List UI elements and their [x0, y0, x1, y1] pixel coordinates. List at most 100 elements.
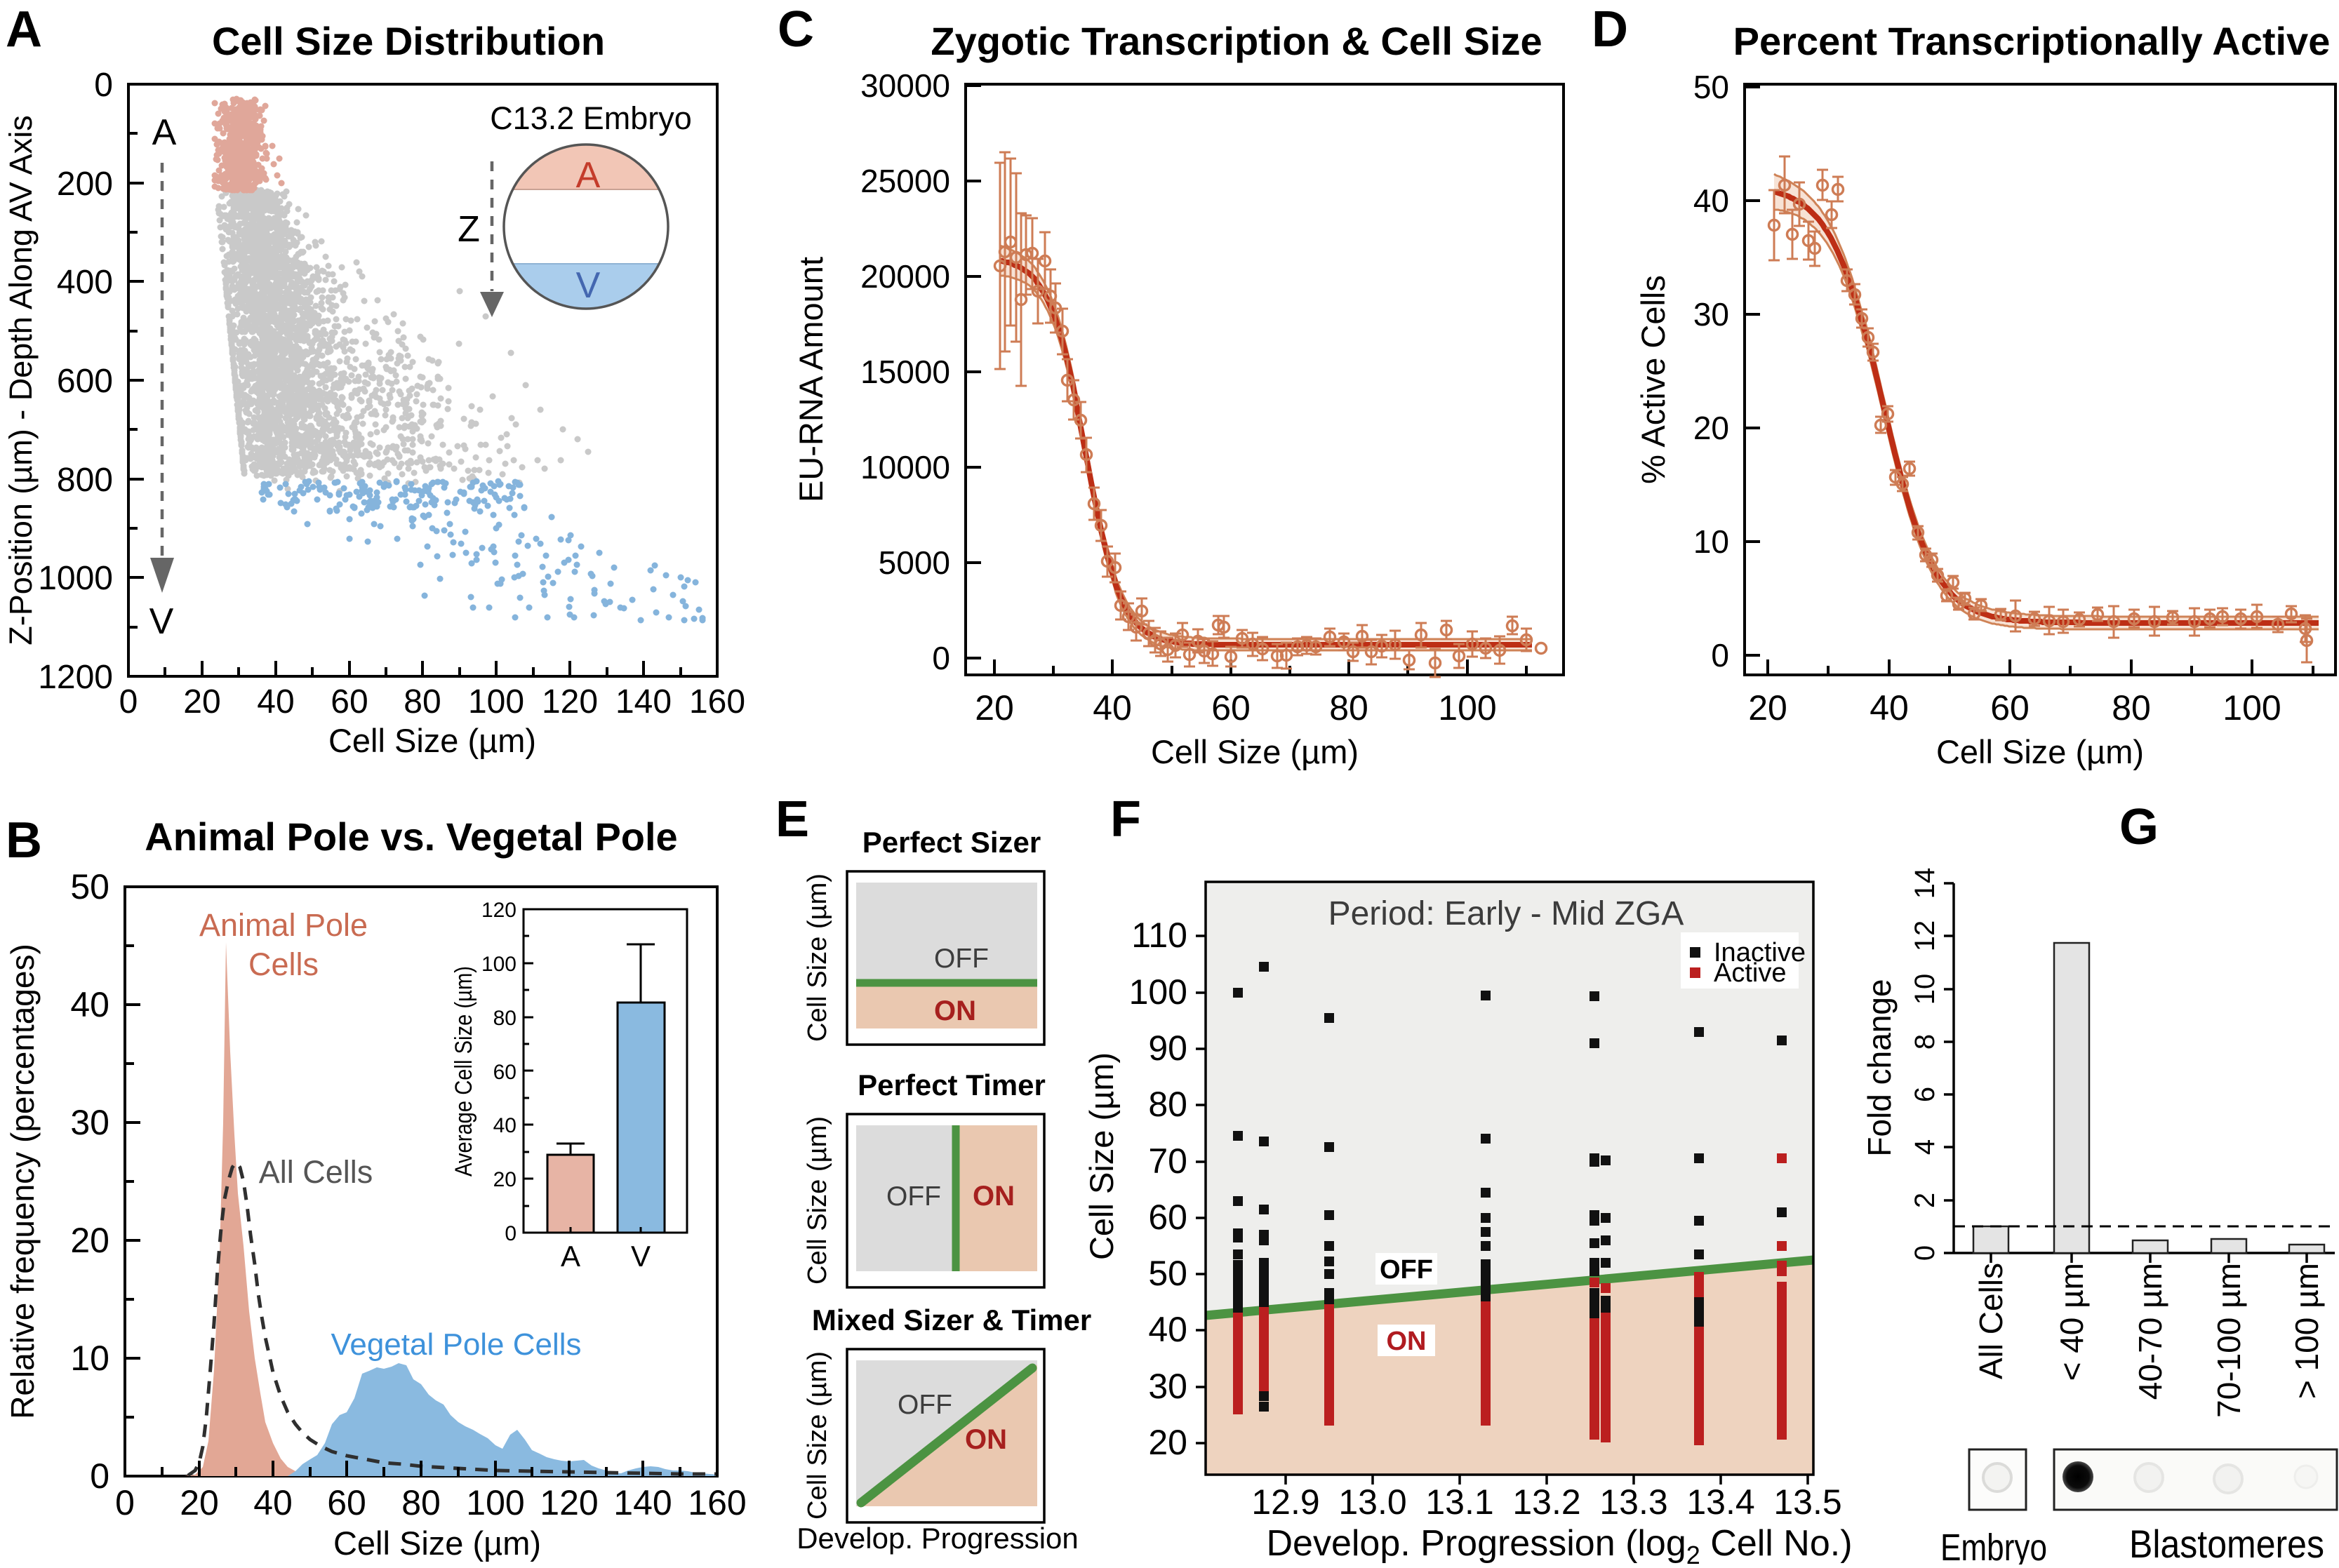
- svg-text:12.9: 12.9: [1251, 1482, 1319, 1522]
- svg-text:Z: Z: [458, 209, 480, 250]
- svg-text:G: G: [2119, 799, 2159, 855]
- svg-text:20: 20: [1148, 1423, 1187, 1462]
- svg-text:5000: 5000: [879, 544, 950, 581]
- svg-text:V: V: [631, 1240, 651, 1273]
- svg-text:Develop. Progression (log2 Cel: Develop. Progression (log2 Cell No.): [1266, 1523, 1852, 1564]
- svg-text:Zygotic Transcription & Cell S: Zygotic Transcription & Cell Size: [931, 19, 1542, 63]
- svg-text:70-100 µm: 70-100 µm: [2211, 1263, 2247, 1418]
- svg-text:Z-Position (µm) - Depth Along: Z-Position (µm) - Depth Along AV Axis: [3, 115, 39, 645]
- svg-text:40-70 µm: 40-70 µm: [2132, 1263, 2168, 1400]
- svg-text:8: 8: [1910, 1034, 1940, 1050]
- svg-text:20: 20: [493, 1168, 517, 1191]
- svg-text:20: 20: [1748, 688, 1787, 728]
- svg-text:Cell Size (µm): Cell Size (µm): [1936, 733, 2144, 770]
- svg-text:Perfect Sizer: Perfect Sizer: [862, 826, 1041, 859]
- svg-text:110: 110: [1131, 916, 1187, 955]
- svg-text:14: 14: [1910, 868, 1940, 899]
- svg-text:C: C: [778, 1, 814, 58]
- svg-text:Fold change: Fold change: [1861, 979, 1898, 1156]
- svg-text:20: 20: [180, 1483, 219, 1522]
- svg-text:100: 100: [481, 953, 517, 976]
- svg-text:0: 0: [115, 1483, 135, 1522]
- svg-text:Active: Active: [1714, 958, 1786, 988]
- svg-text:Relative frequency (percentage: Relative frequency (percentages): [4, 944, 41, 1419]
- svg-text:60: 60: [1148, 1198, 1187, 1237]
- svg-text:OFF: OFF: [934, 944, 989, 974]
- svg-text:120: 120: [481, 899, 517, 922]
- svg-text:80: 80: [404, 683, 441, 721]
- svg-text:20: 20: [1693, 410, 1729, 446]
- svg-text:Cell Size (µm): Cell Size (µm): [328, 722, 536, 759]
- svg-text:200: 200: [57, 166, 113, 203]
- svg-text:20: 20: [975, 688, 1014, 728]
- svg-text:15000: 15000: [860, 354, 950, 390]
- svg-text:B: B: [6, 812, 42, 869]
- svg-text:80: 80: [401, 1483, 441, 1522]
- svg-text:30: 30: [70, 1103, 109, 1142]
- svg-text:40: 40: [253, 1483, 293, 1522]
- svg-text:13.2: 13.2: [1512, 1482, 1580, 1522]
- svg-text:30: 30: [1148, 1367, 1187, 1406]
- svg-text:1200: 1200: [38, 659, 113, 696]
- svg-text:< 40 µm: < 40 µm: [2053, 1263, 2090, 1381]
- svg-text:Cell Size (µm): Cell Size (µm): [1083, 1052, 1120, 1260]
- svg-text:800: 800: [57, 462, 113, 499]
- svg-text:100: 100: [2223, 688, 2281, 728]
- svg-text:60: 60: [1211, 688, 1251, 728]
- svg-text:D: D: [1592, 1, 1628, 58]
- svg-text:13.1: 13.1: [1425, 1482, 1493, 1522]
- svg-text:0: 0: [932, 640, 950, 676]
- svg-text:10: 10: [1910, 974, 1940, 1005]
- svg-text:Cell Size (µm): Cell Size (µm): [1151, 733, 1359, 770]
- svg-text:Mixed Sizer & Timer: Mixed Sizer & Timer: [812, 1304, 1091, 1336]
- svg-text:10000: 10000: [860, 449, 950, 485]
- svg-text:20000: 20000: [860, 258, 950, 295]
- svg-text:Percent Transcriptionally Acti: Percent Transcriptionally Active: [1733, 19, 2331, 63]
- svg-text:0: 0: [90, 1456, 109, 1496]
- svg-text:40: 40: [493, 1114, 517, 1137]
- svg-text:Inactive: Inactive: [1714, 938, 1806, 967]
- svg-text:Cell Size (µm): Cell Size (µm): [803, 1116, 832, 1285]
- svg-text:80: 80: [2112, 688, 2151, 728]
- svg-text:20: 20: [183, 683, 220, 721]
- svg-text:ON: ON: [965, 1424, 1007, 1455]
- svg-text:Animal Pole: Animal Pole: [199, 907, 368, 943]
- svg-text:40: 40: [1093, 688, 1132, 728]
- svg-text:40: 40: [1693, 182, 1729, 219]
- svg-text:80: 80: [493, 1007, 517, 1030]
- svg-text:0: 0: [94, 67, 113, 104]
- svg-text:F: F: [1110, 791, 1141, 847]
- svg-text:Cell Size (µm): Cell Size (µm): [803, 873, 832, 1042]
- svg-text:Cell Size (µm): Cell Size (µm): [803, 1351, 832, 1520]
- svg-text:120: 120: [540, 1483, 598, 1522]
- svg-text:Cell Size Distribution: Cell Size Distribution: [212, 19, 605, 63]
- svg-text:13.3: 13.3: [1599, 1482, 1667, 1522]
- svg-text:140: 140: [615, 683, 672, 721]
- svg-text:6: 6: [1910, 1087, 1940, 1102]
- svg-text:40: 40: [1870, 688, 1909, 728]
- svg-text:80: 80: [1329, 688, 1368, 728]
- svg-text:60: 60: [327, 1483, 366, 1522]
- svg-text:% Active Cells: % Active Cells: [1634, 275, 1672, 484]
- svg-text:OFF: OFF: [1380, 1255, 1433, 1285]
- svg-text:Animal Pole vs. Vegetal Pole: Animal Pole vs. Vegetal Pole: [145, 815, 677, 859]
- svg-text:50: 50: [1693, 69, 1729, 105]
- svg-text:60: 60: [493, 1061, 517, 1084]
- svg-text:E: E: [775, 791, 809, 847]
- svg-text:600: 600: [57, 363, 113, 400]
- svg-text:60: 60: [331, 683, 368, 721]
- svg-text:V: V: [576, 265, 601, 306]
- svg-text:Cells: Cells: [248, 946, 319, 982]
- svg-text:ON: ON: [973, 1181, 1015, 1212]
- svg-text:V: V: [149, 601, 174, 642]
- svg-text:0: 0: [505, 1222, 517, 1245]
- svg-text:ON: ON: [1387, 1327, 1427, 1356]
- svg-text:13.4: 13.4: [1686, 1482, 1754, 1522]
- svg-text:10: 10: [70, 1339, 109, 1378]
- svg-text:Perfect Timer: Perfect Timer: [858, 1068, 1046, 1101]
- svg-text:C13.2 Embryo: C13.2 Embryo: [490, 100, 692, 136]
- svg-text:100: 100: [1438, 688, 1496, 728]
- svg-text:100: 100: [466, 1483, 524, 1522]
- svg-text:120: 120: [542, 683, 598, 721]
- svg-text:A: A: [6, 1, 42, 58]
